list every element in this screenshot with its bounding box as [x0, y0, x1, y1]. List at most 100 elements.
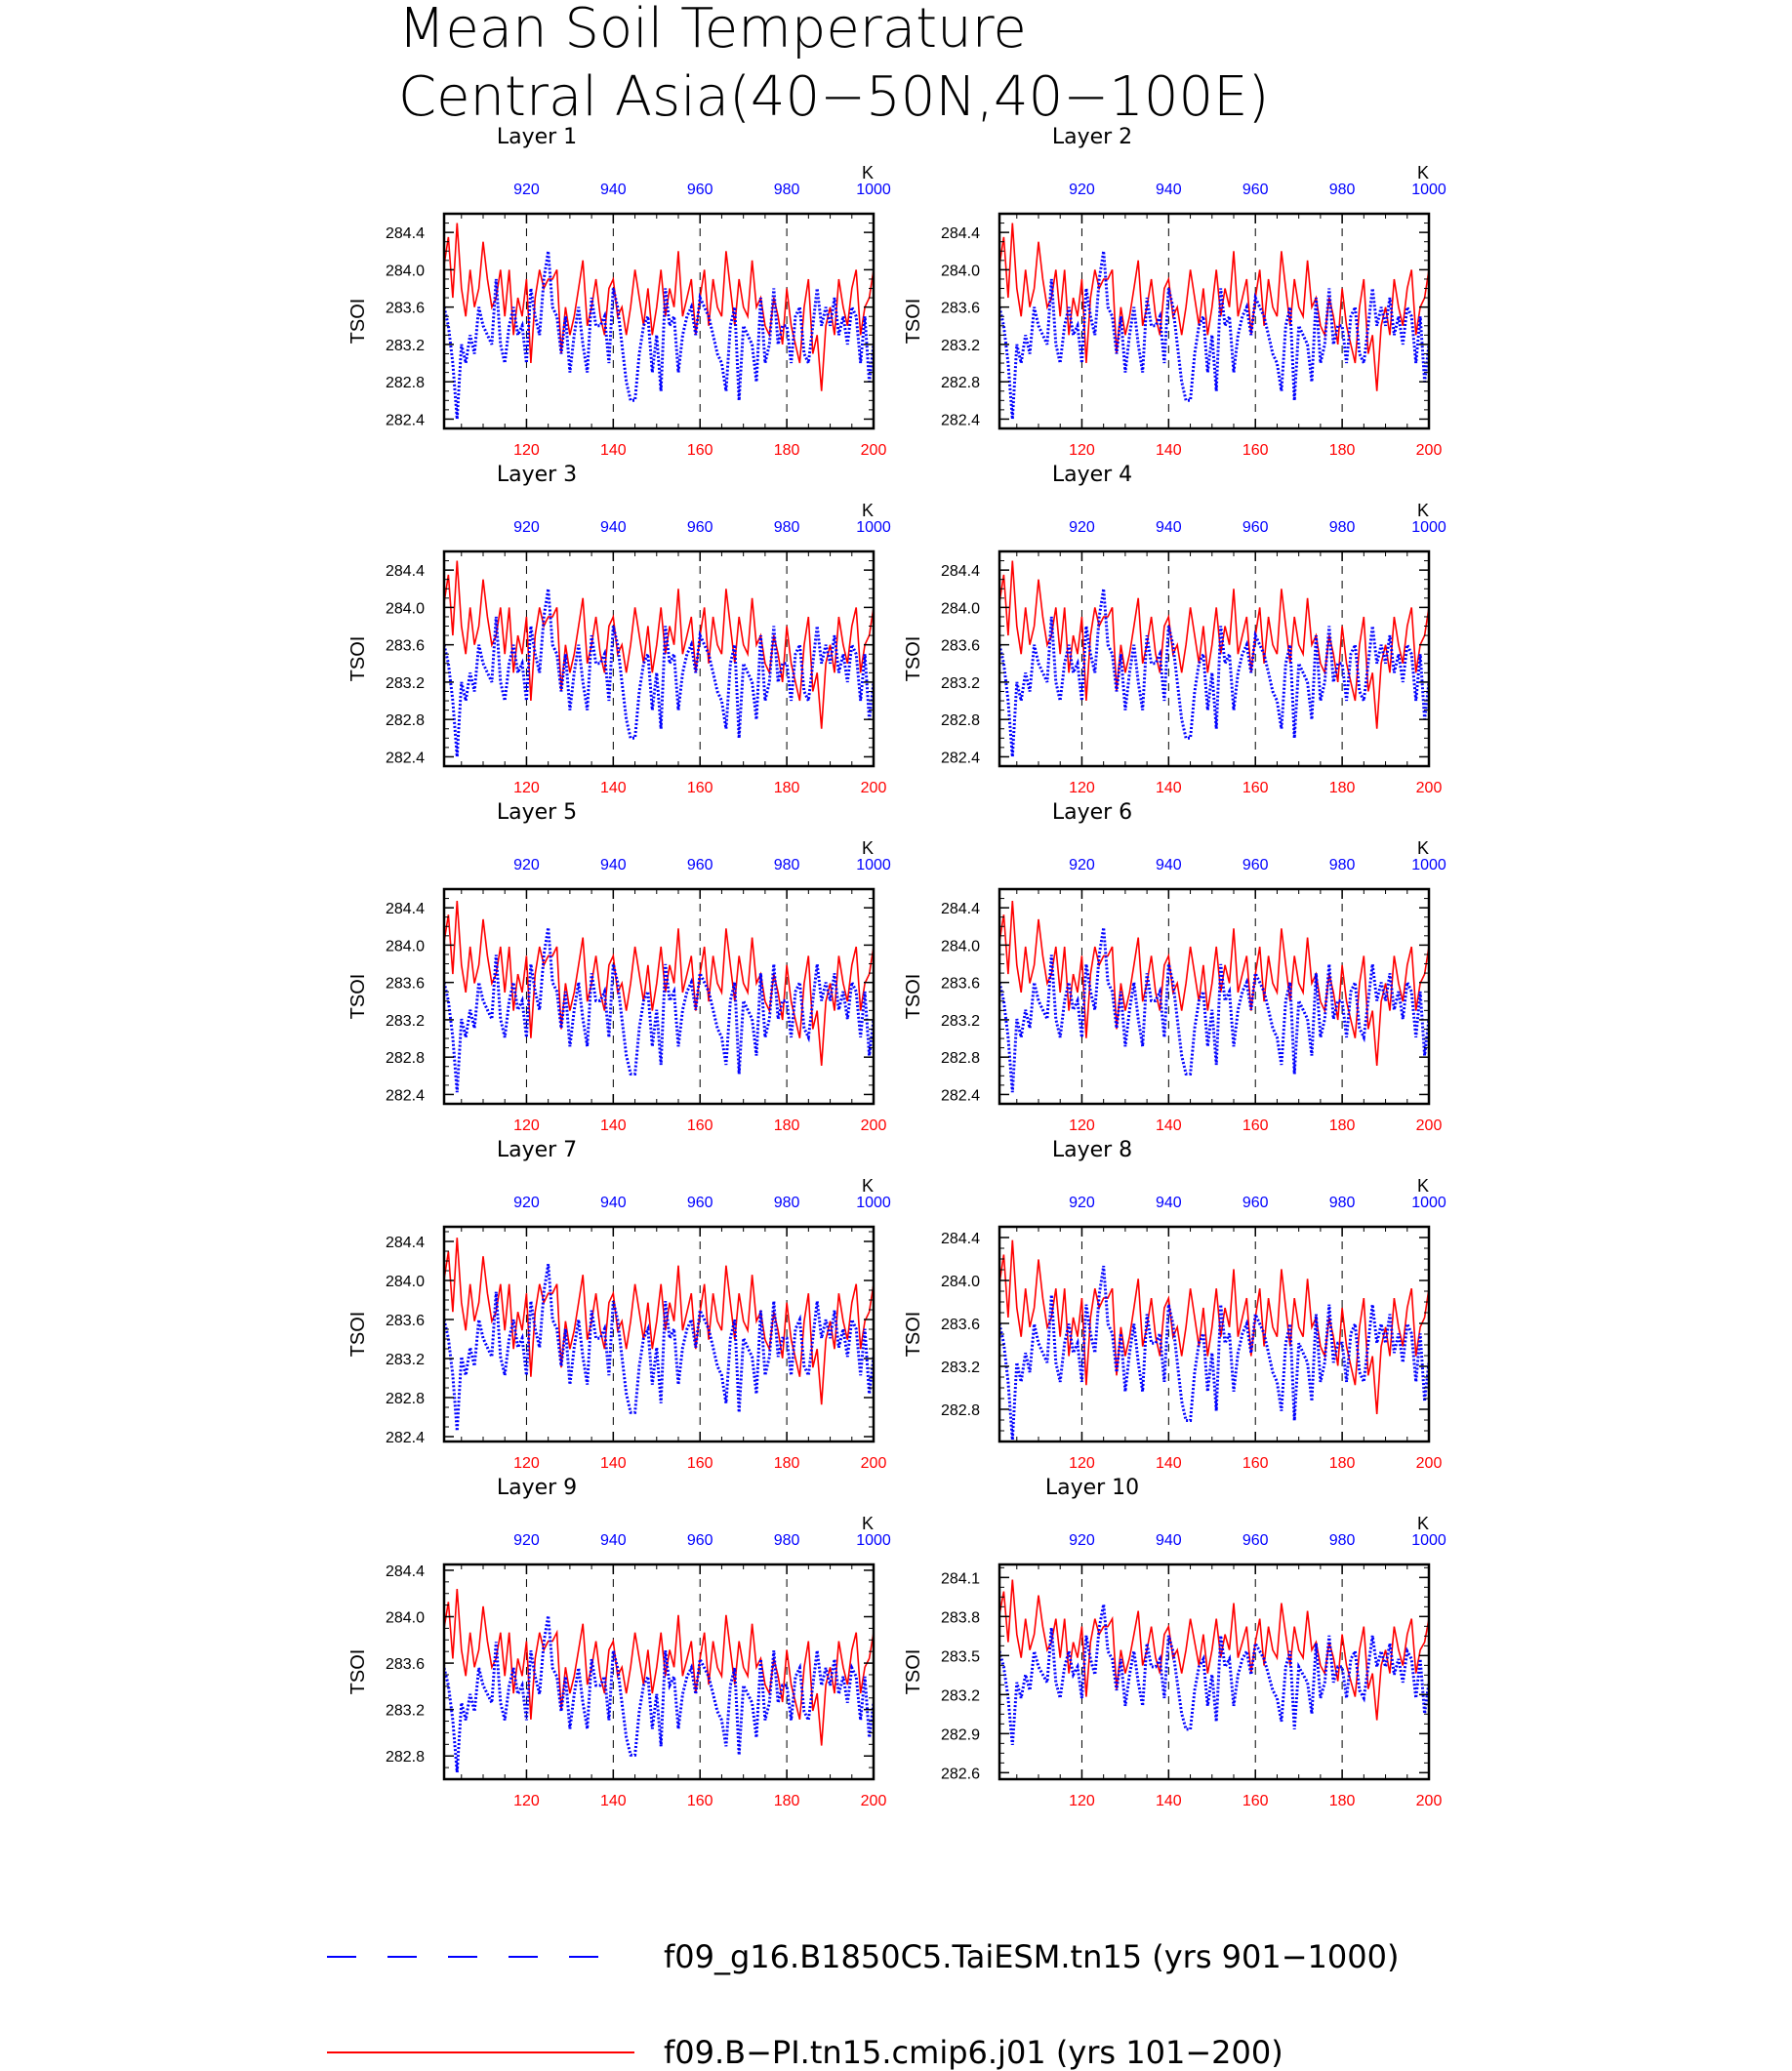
- series-blue-line: [444, 927, 874, 1093]
- series-blue-line: [444, 1263, 874, 1432]
- series-red-line: [444, 223, 874, 391]
- series-group: [444, 560, 874, 757]
- x-tick-label-bottom: 200: [861, 1455, 887, 1472]
- y-tick-label: 284.4: [941, 901, 980, 917]
- y-axis-label: TSOI: [347, 636, 369, 682]
- x-tick-label-top: 920: [513, 182, 540, 198]
- x-tick-label-bottom: 180: [774, 1455, 800, 1472]
- unit-label: K: [862, 501, 874, 520]
- x-tick-label-top: 960: [1242, 519, 1269, 536]
- y-axis-label: TSOI: [903, 299, 924, 345]
- x-tick-label-bottom: 200: [861, 1117, 887, 1134]
- x-tick-label-top: 1000: [856, 857, 891, 873]
- y-tick-label: 283.5: [941, 1648, 980, 1665]
- x-tick-label-bottom: 120: [1069, 1793, 1095, 1809]
- y-tick-label: 284.0: [386, 1610, 425, 1627]
- x-tick-label-bottom: 180: [1329, 442, 1356, 459]
- y-tick-label: 283.2: [941, 1013, 980, 1030]
- series-red-line: [444, 560, 874, 729]
- panels-grid: Layer 1 K TSOI 282.4 282.8 283.2 283.6 284.0 284…: [347, 125, 1446, 1809]
- series-group: [999, 560, 1429, 757]
- panel-title: Layer 10: [1045, 1476, 1139, 1500]
- y-tick-label: 282.8: [941, 1050, 980, 1067]
- series-red-line: [999, 1239, 1429, 1414]
- x-tick-label-top: 980: [774, 1532, 800, 1549]
- x-tick-label-top: 1000: [1411, 182, 1446, 198]
- y-tick-label: 283.6: [941, 638, 980, 655]
- x-tick-label-top: 980: [774, 182, 800, 198]
- y-tick-label: 283.6: [941, 1317, 980, 1333]
- x-tick-label-top: 940: [1156, 182, 1182, 198]
- y-tick-label: 284.4: [386, 1235, 425, 1251]
- x-tick-label-top: 1000: [856, 1532, 891, 1549]
- x-tick-label-top: 960: [687, 1532, 713, 1549]
- x-tick-label-bottom: 120: [513, 442, 540, 459]
- series-group: [444, 901, 874, 1093]
- panel-title: Layer 1: [497, 125, 577, 149]
- unit-label: K: [862, 1514, 874, 1533]
- series-group: [444, 223, 874, 420]
- plot-frame: [998, 1225, 1431, 1443]
- panel-title: Layer 4: [1052, 463, 1132, 487]
- x-tick-label-bottom: 200: [861, 780, 887, 796]
- x-tick-label-bottom: 120: [513, 780, 540, 796]
- x-tick-label-top: 940: [600, 1195, 627, 1211]
- x-tick-label-top: 1000: [1411, 519, 1446, 536]
- y-tick-label: 282.8: [941, 375, 980, 391]
- series-group: [444, 1589, 874, 1773]
- x-tick-label-bottom: 200: [1416, 1117, 1443, 1134]
- series-blue-line: [999, 1604, 1429, 1746]
- x-tick-label-bottom: 160: [1242, 442, 1269, 459]
- x-tick-label-bottom: 160: [1242, 1793, 1269, 1809]
- x-tick-label-top: 940: [1156, 1532, 1182, 1549]
- x-tick-label-top: 980: [1329, 519, 1356, 536]
- y-tick-label: 283.2: [386, 1703, 425, 1720]
- panel-title: Layer 5: [497, 800, 577, 825]
- x-tick-label-top: 920: [513, 857, 540, 873]
- x-tick-label-top: 920: [1069, 1195, 1095, 1211]
- plot-frame: [998, 1563, 1431, 1781]
- y-tick-label: 284.4: [386, 1563, 425, 1580]
- x-tick-label-top: 920: [1069, 1532, 1095, 1549]
- y-axis-label: TSOI: [347, 974, 369, 1020]
- x-tick-label-bottom: 140: [600, 1793, 627, 1809]
- x-tick-label-bottom: 180: [1329, 1117, 1356, 1134]
- unit-label: K: [862, 163, 874, 183]
- plot-frame: [998, 887, 1431, 1106]
- y-tick-label: 283.6: [386, 638, 425, 655]
- panel-title: Layer 9: [497, 1476, 577, 1500]
- y-tick-label: 283.2: [941, 675, 980, 692]
- x-tick-label-bottom: 120: [513, 1793, 540, 1809]
- panel-1: Layer 1 K TSOI 282.4 282.8 283.2 283.6 284.0 284…: [347, 125, 891, 459]
- legend-blue-label: f09_g16.B1850C5.TaiESM.tn15 (yrs 901−100…: [664, 1938, 1399, 1975]
- x-tick-label-top: 940: [600, 1532, 627, 1549]
- y-tick-label: 283.6: [386, 1313, 425, 1329]
- y-axis-label: TSOI: [347, 299, 369, 345]
- unit-label: K: [1417, 1176, 1429, 1196]
- plot-frame: [442, 1225, 876, 1443]
- y-tick-label: 282.4: [941, 412, 980, 428]
- y-axis-label: TSOI: [347, 1312, 369, 1358]
- x-tick-label-bottom: 180: [774, 442, 800, 459]
- x-tick-label-top: 960: [1242, 182, 1269, 198]
- y-tick-label: 284.0: [386, 600, 425, 617]
- x-tick-label-top: 980: [1329, 1532, 1356, 1549]
- x-tick-label-top: 960: [1242, 1532, 1269, 1549]
- x-tick-label-bottom: 140: [1156, 1793, 1182, 1809]
- x-tick-label-bottom: 180: [774, 1793, 800, 1809]
- x-tick-label-bottom: 200: [1416, 442, 1443, 459]
- unit-label: K: [1417, 501, 1429, 520]
- y-tick-label: 284.4: [941, 563, 980, 580]
- plot-frame: [442, 887, 876, 1106]
- series-blue-line: [444, 1615, 874, 1773]
- x-tick-label-top: 980: [774, 857, 800, 873]
- y-axis-label: TSOI: [903, 1649, 924, 1695]
- x-tick-label-top: 1000: [856, 182, 891, 198]
- x-tick-label-top: 920: [1069, 182, 1095, 198]
- plot-frame: [998, 549, 1431, 768]
- y-tick-label: 284.0: [386, 1274, 425, 1290]
- y-tick-label: 284.1: [941, 1570, 980, 1587]
- unit-label: K: [862, 838, 874, 858]
- y-tick-label: 283.6: [941, 301, 980, 317]
